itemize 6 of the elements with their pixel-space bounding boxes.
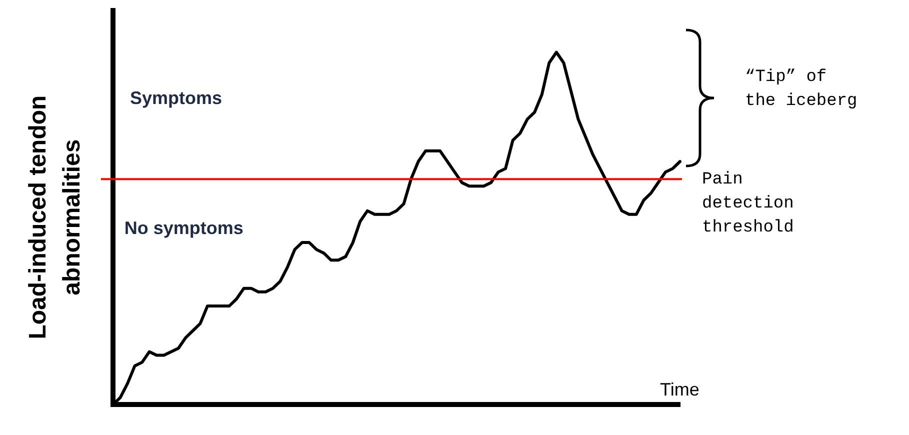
annotation: Symptoms <box>130 88 222 108</box>
y-axis-title: Load-induced tendon abnormalities <box>24 95 86 340</box>
ref-line-label: Pain detection threshold <box>702 170 794 238</box>
annotation: No symptoms <box>124 218 244 238</box>
text: “Tip” of the iceberg <box>745 67 858 113</box>
x-axis-title: Time <box>660 380 700 400</box>
